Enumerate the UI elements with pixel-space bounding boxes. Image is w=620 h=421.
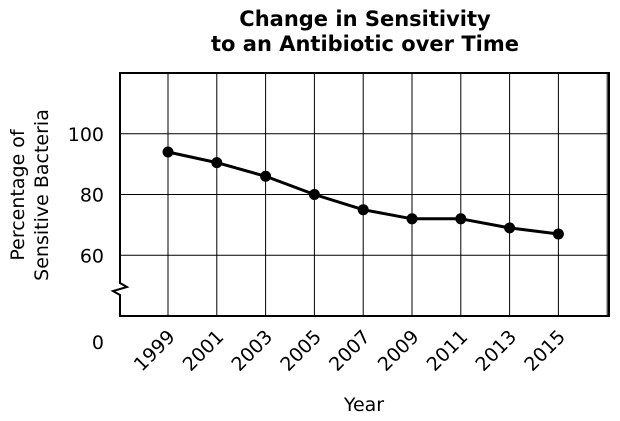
axis-break-icon xyxy=(110,279,130,299)
x-tick-label: 2007 xyxy=(325,326,375,376)
y-tick-label: 100 xyxy=(68,124,104,146)
chart-grid xyxy=(120,73,609,316)
y-tick-label: 60 xyxy=(80,245,104,267)
data-point xyxy=(162,146,174,158)
y-tick-labels: 60 80 100 xyxy=(68,124,104,268)
y-axis-label-line-2: Sensitive Bacteria xyxy=(31,109,53,281)
y-tick-label: 80 xyxy=(80,185,104,207)
x-tick-label: 2011 xyxy=(423,326,473,376)
chart-title-line-2: to an Antibiotic over Time xyxy=(211,32,519,56)
x-tick-label: 2009 xyxy=(374,326,424,376)
series-points xyxy=(162,146,564,240)
data-point xyxy=(211,157,223,169)
x-axis-label: Year xyxy=(343,394,384,416)
x-tick-label: 1999 xyxy=(130,326,180,376)
data-point xyxy=(260,170,272,182)
x-tick-label: 2013 xyxy=(471,326,521,376)
data-point xyxy=(504,222,516,234)
x-tick-label: 2015 xyxy=(520,326,570,376)
data-point xyxy=(308,189,320,200)
y-zero-label: 0 xyxy=(92,332,104,354)
x-tick-label: 2005 xyxy=(276,326,326,376)
data-point xyxy=(455,213,467,225)
x-tick-labels: 1999 2001 2003 2005 2007 2009 2011 2013 2015 xyxy=(130,326,570,376)
x-tick-label: 2001 xyxy=(179,326,229,376)
chart-title-line-1: Change in Sensitivity xyxy=(239,7,491,31)
data-point xyxy=(406,213,418,225)
x-tick-label: 2003 xyxy=(227,326,277,376)
plot-frame xyxy=(119,72,610,317)
data-point xyxy=(357,204,369,216)
y-axis-label-line-1: Percentage of xyxy=(7,128,29,261)
data-point xyxy=(552,228,564,240)
